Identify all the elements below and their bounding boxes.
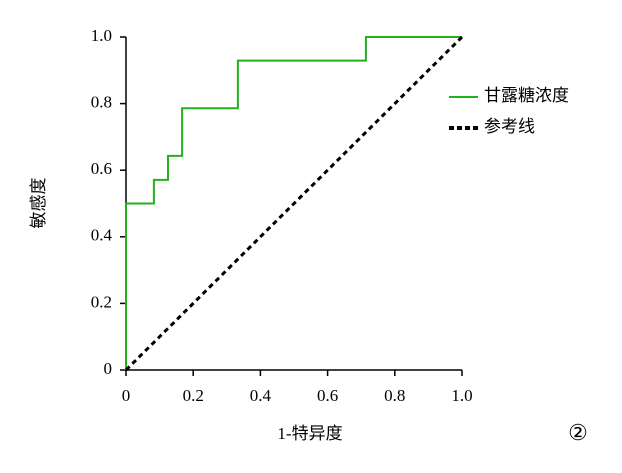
x-axis-label: 1-特异度	[277, 424, 342, 443]
x-tick-label: 1.0	[451, 386, 472, 405]
x-tick-label: 0.8	[384, 386, 405, 405]
x-tick-label: 0.4	[250, 386, 272, 405]
y-axis-label: 敏感度	[29, 178, 48, 229]
series-line	[124, 35, 464, 372]
y-tick-label: 0.4	[91, 226, 113, 245]
legend-label: 参考线	[484, 117, 535, 136]
x-tick-label: 0.6	[317, 386, 338, 405]
y-tick-label: 0.2	[91, 292, 112, 311]
y-tick-label: 1.0	[91, 26, 112, 45]
annotation: ②	[568, 420, 588, 445]
y-tick-label: 0.8	[91, 93, 112, 112]
series-line	[125, 36, 462, 370]
x-tick-label: 0.2	[183, 386, 204, 405]
x-tick-label: 0	[122, 386, 131, 405]
y-tick-label: 0.6	[91, 159, 112, 178]
legend-label: 甘露糖浓度	[484, 86, 569, 105]
y-tick-label: 0	[104, 359, 113, 378]
